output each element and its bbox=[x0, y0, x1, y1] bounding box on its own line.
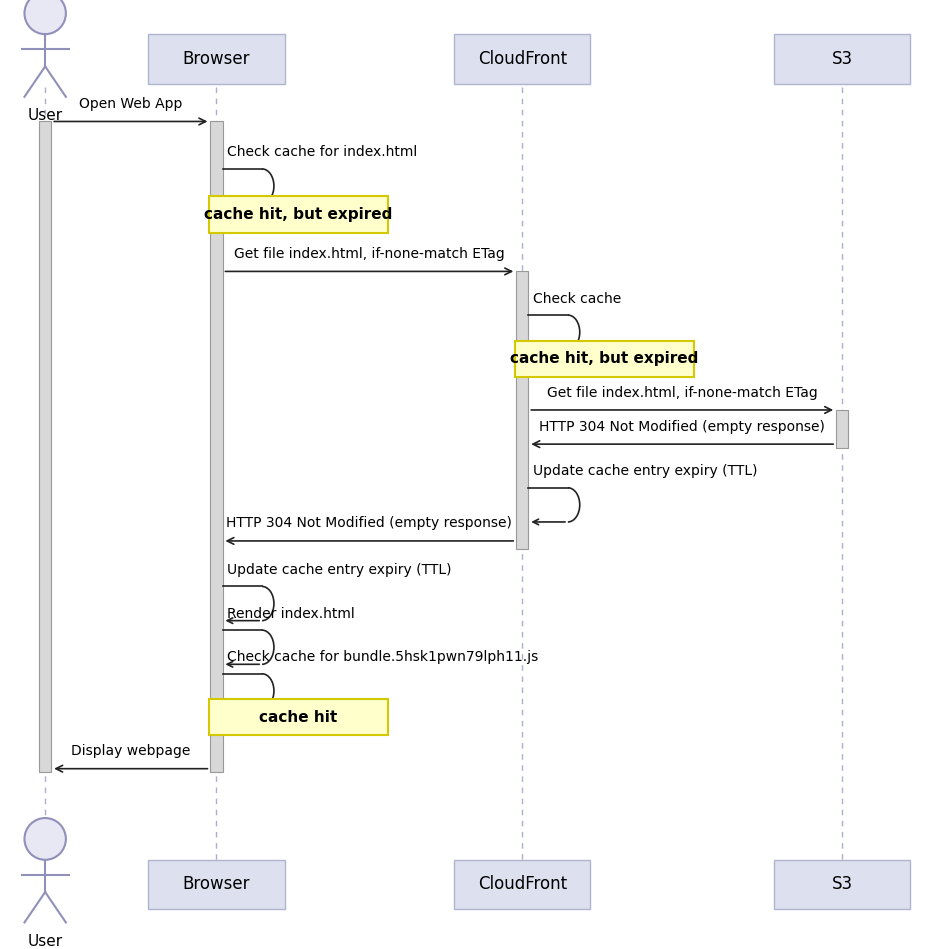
Text: Display webpage: Display webpage bbox=[72, 744, 190, 758]
Text: S3: S3 bbox=[832, 876, 853, 893]
Text: cache hit: cache hit bbox=[259, 710, 338, 725]
Circle shape bbox=[24, 818, 66, 860]
Bar bbox=[837, 410, 849, 448]
Text: Open Web App: Open Web App bbox=[79, 97, 183, 111]
Text: User: User bbox=[27, 934, 63, 949]
Text: Browser: Browser bbox=[183, 50, 250, 67]
Bar bbox=[517, 271, 529, 549]
Text: CloudFront: CloudFront bbox=[478, 876, 566, 893]
Text: CloudFront: CloudFront bbox=[478, 50, 566, 67]
Text: S3: S3 bbox=[832, 50, 853, 67]
Text: Update cache entry expiry (TTL): Update cache entry expiry (TTL) bbox=[533, 464, 758, 478]
Text: cache hit, but expired: cache hit, but expired bbox=[204, 207, 392, 222]
Text: cache hit, but expired: cache hit, but expired bbox=[510, 351, 698, 366]
Bar bbox=[211, 121, 222, 772]
FancyBboxPatch shape bbox=[774, 860, 910, 909]
Text: Get file index.html, if-none-match ETag: Get file index.html, if-none-match ETag bbox=[547, 385, 818, 400]
Text: Get file index.html, if-none-match ETag: Get file index.html, if-none-match ETag bbox=[234, 247, 504, 261]
Circle shape bbox=[24, 0, 66, 34]
FancyBboxPatch shape bbox=[209, 196, 388, 233]
FancyBboxPatch shape bbox=[774, 34, 910, 84]
Text: Render index.html: Render index.html bbox=[228, 606, 355, 621]
Bar bbox=[40, 121, 51, 772]
Text: User: User bbox=[27, 108, 63, 123]
Text: Check cache: Check cache bbox=[533, 291, 621, 306]
Text: HTTP 304 Not Modified (empty response): HTTP 304 Not Modified (empty response) bbox=[539, 419, 825, 434]
Text: Check cache for index.html: Check cache for index.html bbox=[228, 145, 418, 159]
Text: Browser: Browser bbox=[183, 876, 250, 893]
FancyBboxPatch shape bbox=[454, 860, 591, 909]
Text: Check cache for bundle.5hsk1pwn79lph11.js: Check cache for bundle.5hsk1pwn79lph11.j… bbox=[228, 650, 538, 664]
FancyBboxPatch shape bbox=[149, 860, 284, 909]
FancyBboxPatch shape bbox=[454, 34, 591, 84]
FancyBboxPatch shape bbox=[149, 34, 284, 84]
FancyBboxPatch shape bbox=[209, 699, 388, 735]
FancyBboxPatch shape bbox=[515, 341, 694, 377]
Text: HTTP 304 Not Modified (empty response): HTTP 304 Not Modified (empty response) bbox=[227, 516, 512, 530]
Text: Update cache entry expiry (TTL): Update cache entry expiry (TTL) bbox=[228, 563, 452, 577]
